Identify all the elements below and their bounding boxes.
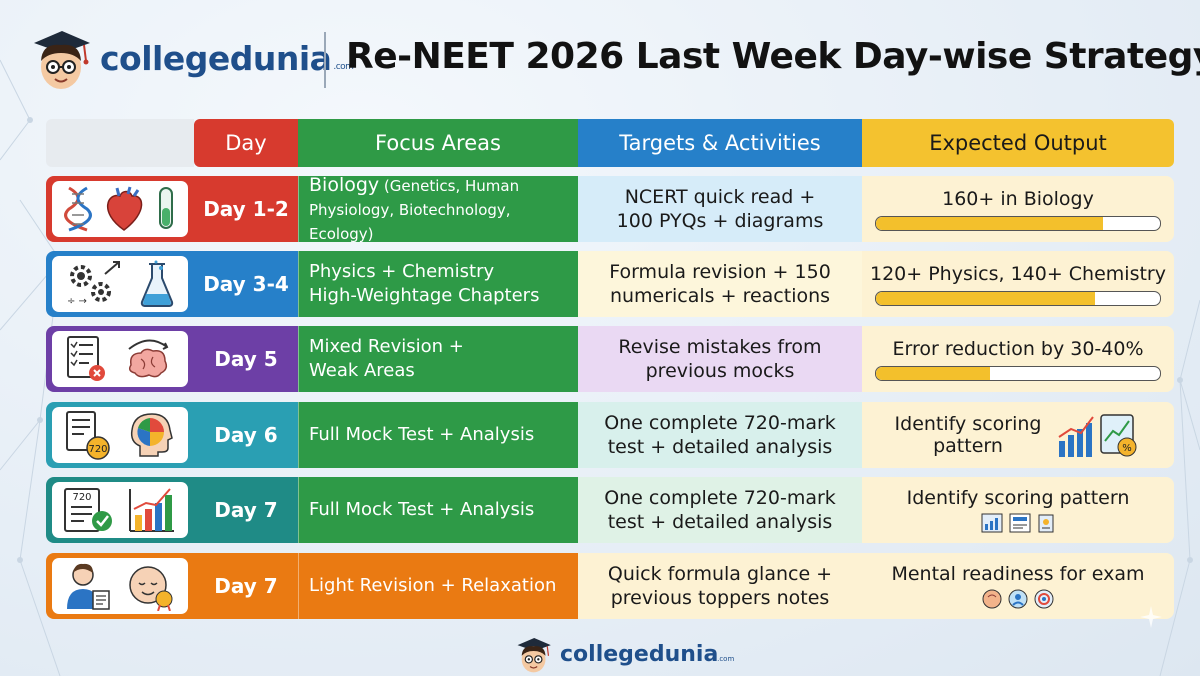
brain-icon (128, 339, 169, 378)
svg-text:720: 720 (72, 492, 91, 503)
expected-output: Identify scoring pattern % (862, 402, 1174, 468)
footer-brand-name: collegedunia .com (560, 641, 735, 667)
sparkle-icon (1140, 606, 1162, 628)
targets-activities: One complete 720-mark test + detailed ana… (578, 477, 862, 543)
day-label: Day 1-2 (194, 176, 298, 242)
day-label: Day 6 (194, 402, 298, 468)
header-blank (46, 119, 194, 167)
head-pie-icon (130, 413, 173, 457)
score-sheet-icon: 720 (64, 488, 112, 532)
day-label: Day 5 (194, 326, 298, 392)
bar-chart-icon (129, 488, 174, 532)
mini-icon-group (982, 589, 1054, 609)
targets-activities: One complete 720-mark test + detailed ana… (578, 402, 862, 468)
table-header: Day Focus Areas Targets & Activities Exp… (46, 119, 1174, 167)
row-icon-cell (46, 553, 194, 619)
focus-areas: Full Mock Test + Analysis (298, 477, 578, 543)
row-icon-cell (46, 326, 194, 392)
table-row: 720 Day 6 Full Mock Test + Analysis One … (46, 402, 1174, 468)
table-row: Day 1-2 Biology (Genetics, Human Physiol… (46, 174, 1174, 243)
heart-icon (106, 186, 143, 231)
table-row: Day 5 Mixed Revision + Weak Areas Revise … (46, 326, 1174, 392)
expected-output: 120+ Physics, 140+ Chemistry (862, 251, 1174, 317)
header-expected-output: Expected Output (862, 119, 1174, 167)
test-tube-icon (158, 187, 173, 229)
header-focus-areas: Focus Areas (298, 119, 578, 167)
footer-logo[interactable]: collegedunia .com (512, 632, 735, 676)
focus-areas: Full Mock Test + Analysis (298, 402, 578, 468)
focus-areas: Biology (Genetics, Human Physiology, Bio… (298, 174, 578, 243)
targets-activities: NCERT quick read +100 PYQs + diagrams (578, 176, 862, 242)
progress-bar (875, 365, 1161, 381)
chart-mini-icon (981, 513, 1003, 533)
targets-activities: Revise mistakes from previous mocks (578, 326, 862, 392)
student-icon (66, 563, 110, 610)
day-label: Day 7 (194, 477, 298, 543)
table-row: ÷ → Day 3-4 Physics + Chemistry High-Weig… (46, 251, 1174, 317)
day-label: Day 3-4 (194, 251, 298, 317)
focus-areas: Mixed Revision + Weak Areas (298, 326, 578, 392)
svg-text:720: 720 (88, 444, 107, 455)
head-mini-icon (982, 589, 1002, 609)
score-sheet-icon: 720 (66, 411, 110, 460)
target-mini-icon (1034, 589, 1054, 609)
expected-output: Mental readiness for exam (862, 553, 1174, 619)
report-mini-icon (1009, 513, 1031, 533)
row-icon-cell: ÷ → (46, 251, 194, 317)
page-title: Re-NEET 2026 Last Week Day-wise Strategy (346, 36, 1200, 77)
row-icon-cell (46, 176, 194, 242)
progress-bar (875, 215, 1161, 231)
row-icon-cell: 720 (46, 477, 194, 543)
table-row: Day 7 Light Revision + Relaxation Quick … (46, 553, 1174, 619)
focus-areas: Light Revision + Relaxation (298, 553, 578, 619)
svg-text:÷ →: ÷ → (67, 296, 87, 307)
mascot-icon (517, 637, 551, 673)
svg-text:%: % (1123, 443, 1133, 454)
header: collegedunia .com Re-NEET 2026 Last Week … (0, 0, 1200, 110)
checklist-icon (67, 336, 105, 381)
header-divider (324, 32, 326, 88)
expected-output: Error reduction by 30-40% (862, 326, 1174, 392)
brand-name: collegedunia .com (100, 38, 354, 78)
targets-activities: Quick formula glance + previous toppers n… (578, 553, 862, 619)
mascot-icon (34, 31, 90, 89)
row-icon-cell: 720 (46, 402, 194, 468)
person-mini-icon (1008, 589, 1028, 609)
header-day: Day (194, 119, 298, 167)
progress-bar (875, 290, 1161, 306)
focus-areas: Physics + Chemistry High-Weightage Chapte… (298, 251, 578, 317)
flask-icon (140, 260, 174, 307)
dna-icon (64, 186, 93, 232)
day-label: Day 7 (194, 553, 298, 619)
gears-icon: ÷ → (67, 261, 120, 307)
growth-chart-icon: % (1058, 414, 1137, 457)
clipboard-mini-icon (1038, 514, 1054, 533)
brand-logo[interactable]: collegedunia .com (28, 18, 354, 98)
calm-face-icon (128, 566, 172, 611)
targets-activities: Formula revision + 150 numericals + react… (578, 251, 862, 317)
table-row: 720 Day 7 Full Mock Test + Analysis One … (46, 477, 1174, 543)
header-targets-activities: Targets & Activities (578, 119, 862, 167)
expected-output: 160+ in Biology (862, 176, 1174, 242)
mini-icon-group (981, 513, 1055, 533)
expected-output: Identify scoring pattern (862, 477, 1174, 543)
